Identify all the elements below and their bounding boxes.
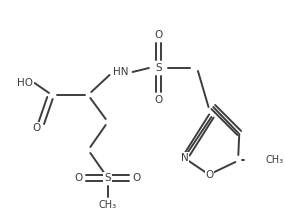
Text: S: S xyxy=(155,63,162,73)
Text: CH₃: CH₃ xyxy=(99,200,117,210)
Text: O: O xyxy=(154,95,163,105)
Text: S: S xyxy=(104,173,111,183)
Text: CH₃: CH₃ xyxy=(265,155,283,165)
Text: HN: HN xyxy=(113,67,129,77)
Text: O: O xyxy=(75,173,83,183)
Text: O: O xyxy=(154,30,163,40)
Text: N: N xyxy=(181,153,188,163)
Text: O: O xyxy=(132,173,141,183)
Text: O: O xyxy=(32,123,41,133)
Text: HO: HO xyxy=(17,78,33,88)
Text: O: O xyxy=(205,170,213,180)
